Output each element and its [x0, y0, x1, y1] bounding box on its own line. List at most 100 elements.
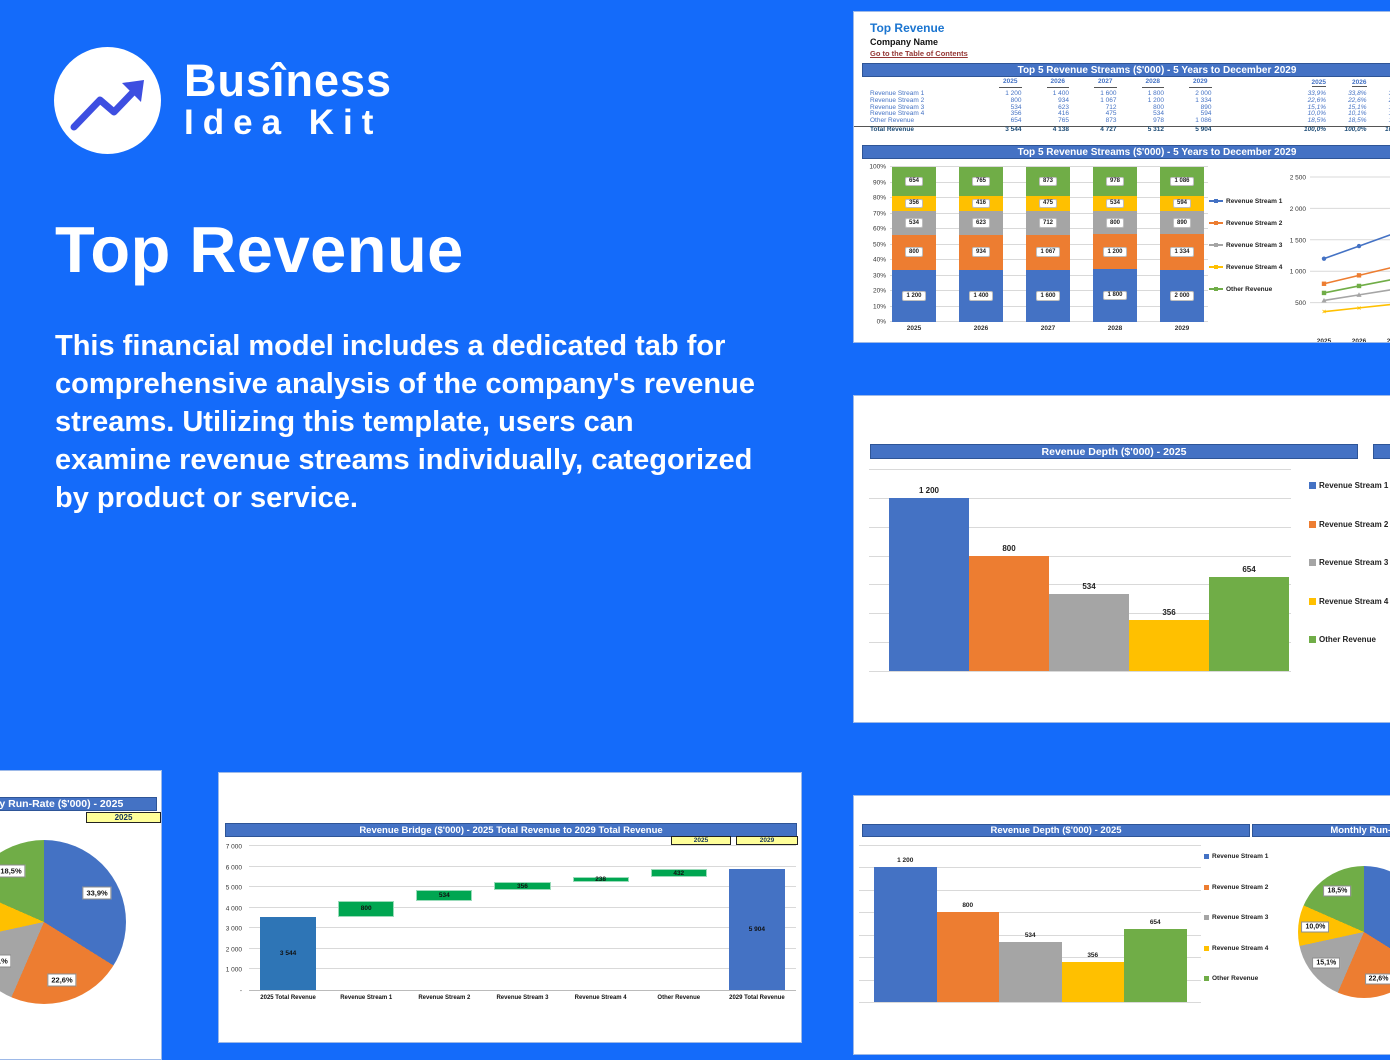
legend-item: Other Revenue: [1309, 635, 1376, 644]
year-column-header: 2025: [1290, 78, 1331, 87]
stacked-bar-segment: 890: [1160, 211, 1204, 234]
legend-item: Other Revenue: [1209, 278, 1279, 300]
stacked-bar-segment: 623: [959, 211, 1003, 234]
run-rate-title: Monthly Run-Rate ($'000) - 2025: [0, 798, 123, 811]
stacked-bar-segment: 2 000: [1160, 270, 1204, 323]
year-label: 2025: [999, 77, 1021, 88]
waterfall-column: 534: [405, 847, 483, 990]
year-column-header: 2028: [1127, 77, 1175, 88]
value-cell: 5 904: [1174, 126, 1222, 134]
stacked-bar-segment: 534: [892, 211, 936, 234]
stacked-bar-segment: 654: [892, 167, 936, 196]
value-cell: 4 138: [1032, 126, 1080, 134]
legend-label: Revenue Stream 1: [1212, 853, 1268, 860]
brand-line1: Busîness: [184, 58, 392, 103]
bar: [874, 867, 937, 1002]
pie-slice-label: 15,1%: [0, 954, 12, 967]
svg-text:500: 500: [1295, 300, 1306, 307]
legend-label: Revenue Stream 3: [1212, 914, 1268, 921]
segment-value-label: 765: [972, 177, 990, 187]
legend-item: Revenue Stream 4: [1204, 945, 1268, 952]
bar-value-label: 534: [1082, 582, 1095, 591]
pie-slice-label: 18,5%: [1324, 886, 1352, 897]
year-label: 2028: [1142, 77, 1164, 88]
data-point: [1322, 256, 1326, 260]
bridge-start-year-cell[interactable]: 2025: [671, 836, 731, 845]
svg-text:2025: 2025: [1317, 338, 1332, 343]
bridge-end-year-cell[interactable]: 2029: [736, 836, 798, 845]
segment-value-label: 475: [1039, 199, 1057, 209]
bar-value-label: 534: [439, 892, 450, 899]
year-column-header: 2027: [1079, 77, 1127, 88]
legend-marker: [1209, 288, 1223, 290]
year-label: 2025: [1312, 79, 1326, 87]
svg-text:1 500: 1 500: [1290, 237, 1307, 244]
y-tick-label: 10%: [873, 303, 886, 310]
bar: [1129, 620, 1209, 671]
segment-value-label: 1 200: [1103, 247, 1126, 257]
segment-value-label: 594: [1173, 199, 1191, 209]
legend-marker: [1309, 636, 1316, 643]
bar: [999, 942, 1062, 1002]
stacked-bar-segment: 594: [1160, 196, 1204, 212]
value-cell: 416: [1032, 111, 1080, 118]
bar: [1062, 962, 1125, 1002]
legend-label: Other Revenue: [1212, 975, 1258, 982]
bar-value-label: 1 200: [919, 486, 939, 495]
pie-slice-label: 15,1%: [1312, 958, 1340, 969]
gridline: [249, 845, 796, 846]
gridline: [859, 845, 1201, 846]
bar-value-label: 654: [1242, 565, 1255, 574]
segment-value-label: 1 067: [1036, 247, 1059, 257]
value-cell: 5 312: [1127, 126, 1175, 134]
bar-value-label: 432: [673, 870, 684, 877]
legend-marker: [1204, 915, 1209, 920]
pie-slice-label: 18,5%: [0, 865, 26, 878]
legend-marker: [1309, 482, 1316, 489]
gridline: [859, 1002, 1201, 1003]
legend-item: Revenue Stream 3: [1309, 558, 1388, 567]
x-tick-label: 2028: [1093, 325, 1137, 332]
waterfall-column: 238: [562, 847, 640, 990]
legend-label: Revenue Stream 2: [1319, 520, 1388, 529]
y-tick-label: 40%: [873, 257, 886, 264]
share-cell: 15,1%: [1371, 105, 1390, 112]
segment-value-label: 978: [1106, 177, 1124, 187]
waterfall-column: 5 904: [718, 847, 796, 990]
panel-revenue-streams-sheet: Top Revenue Company Name Go to the Table…: [853, 11, 1390, 343]
segment-value-label: 623: [972, 218, 990, 228]
share-cell: 18,5%: [1330, 118, 1371, 125]
x-tick-label: Revenue Stream 4: [562, 995, 640, 1001]
legend-label: Revenue Stream 4: [1212, 945, 1268, 952]
bar: [969, 556, 1049, 671]
bar-value-label: 534: [1025, 932, 1036, 939]
pie-slice-label: 22,6%: [1365, 973, 1390, 984]
segment-value-label: 1 600: [1036, 291, 1059, 301]
legend-marker: [1309, 521, 1316, 528]
y-tick-label: 1 000: [226, 967, 242, 974]
year-selector-cell[interactable]: 2025: [86, 812, 161, 823]
stacked-bar-segment: 800: [1093, 211, 1137, 234]
y-tick-label: 50%: [873, 241, 886, 248]
share-cell: 18,5%: [1290, 118, 1331, 125]
x-tick-label: Other Revenue: [640, 995, 718, 1001]
legend-item: Other Revenue: [1204, 975, 1258, 982]
value-cell: 475: [1079, 111, 1127, 118]
value-cell: 1 400: [1032, 91, 1080, 98]
value-cell: 800: [984, 98, 1032, 105]
legend-marker: [1209, 200, 1223, 202]
run-rate-title-bar: Monthly Run-Rate ($'000) - 2025: [1252, 824, 1390, 837]
stacked-bar-segment: 800: [892, 235, 936, 270]
value-cell: 890: [1174, 105, 1222, 112]
y-tick-label: 80%: [873, 195, 886, 202]
value-cell: 654: [984, 118, 1032, 125]
value-cell: 534: [984, 105, 1032, 112]
bridge-title-bar: Revenue Bridge ($'000) - 2025 Total Reve…: [225, 823, 797, 837]
data-point: [1357, 273, 1361, 277]
value-cell: 3 544: [984, 126, 1032, 134]
year-column-header: 2027: [1371, 78, 1390, 87]
